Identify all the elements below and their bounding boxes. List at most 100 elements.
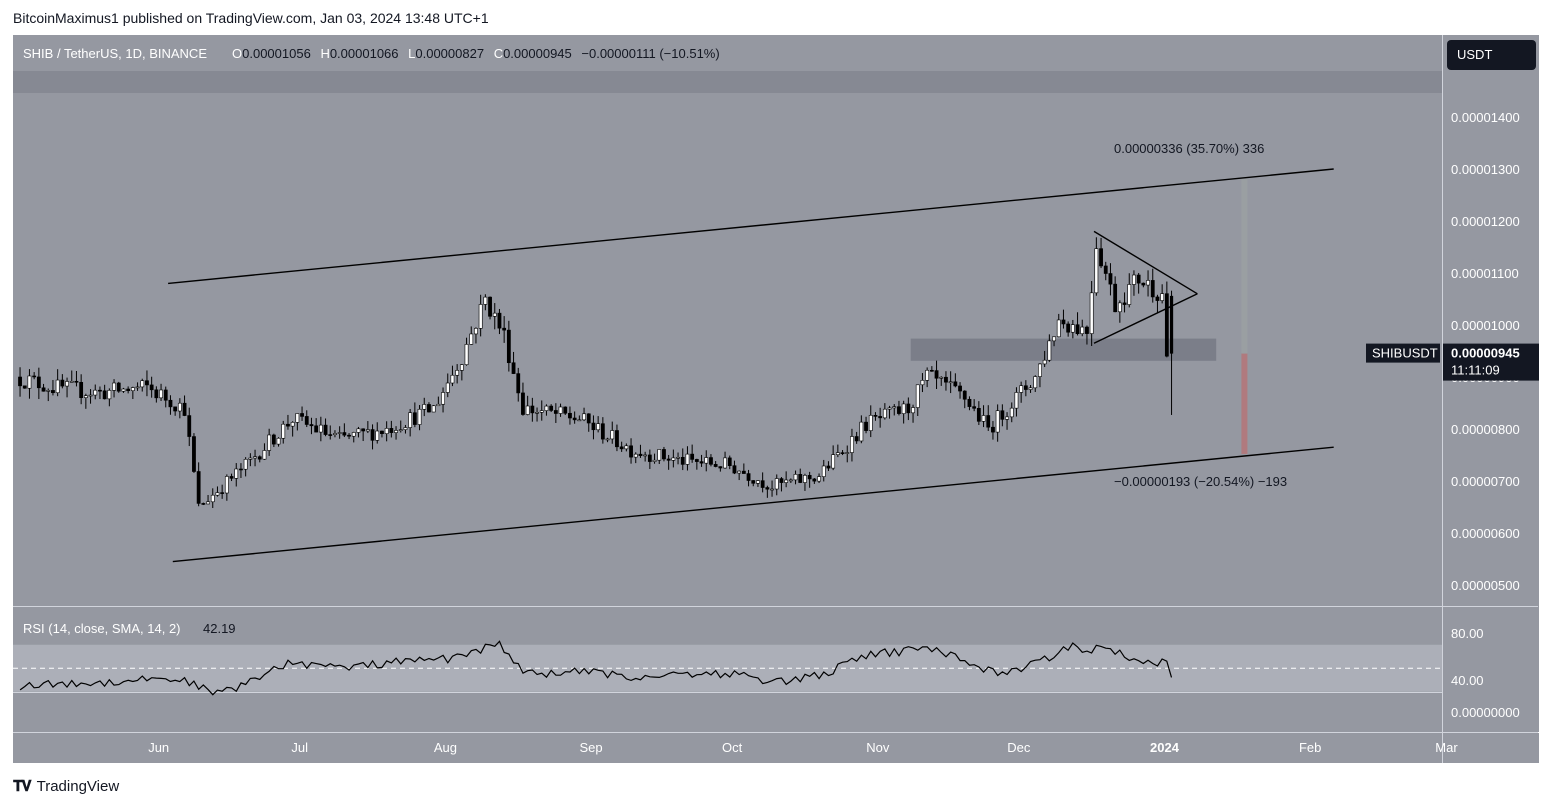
candle-body [826, 465, 831, 469]
candle-body [318, 424, 323, 433]
price-tick-label: 0.00001100 [1451, 266, 1519, 281]
candle-body [709, 457, 713, 465]
candle-body [906, 403, 911, 414]
candle-body [591, 422, 596, 431]
candle-body [878, 416, 883, 419]
legend-change: −0.00000111 (−10.51%) [581, 46, 719, 61]
candle-body [130, 387, 135, 392]
chart-axes: 0.00001400 0.00001300 0.00001200 0.00001100… [148, 110, 1539, 755]
candle-body [577, 419, 582, 422]
candle-body [821, 465, 826, 477]
candle-body [380, 430, 384, 434]
candle-body [215, 492, 220, 496]
candle-body [408, 412, 413, 428]
candle-body [619, 446, 624, 450]
candle-body [271, 434, 276, 445]
candle-body [206, 501, 210, 505]
last-price-label: 0.00000945 [1451, 346, 1520, 361]
measure-up-bar [1241, 178, 1248, 354]
rsi-tick-label: 80.00 [1451, 626, 1484, 641]
candle-body [1033, 376, 1038, 389]
candle-body [46, 390, 51, 392]
candle-body [995, 410, 1000, 433]
candle-body [765, 487, 770, 490]
legend-h-label: H [320, 46, 329, 61]
time-axis-bg [13, 733, 1442, 763]
candle-body [243, 459, 248, 470]
candle-body [276, 437, 281, 445]
bar-countdown: 11:11:09 [1451, 363, 1500, 378]
candle-body [126, 388, 131, 392]
candle-body [65, 381, 69, 387]
candle-body [737, 470, 742, 474]
candle-body [488, 296, 492, 317]
rsi-value: 42.19 [203, 621, 236, 636]
candle-body [145, 380, 149, 386]
candle-body [981, 415, 986, 422]
candle-body [727, 457, 732, 466]
candle-body [511, 362, 516, 374]
candle-body [328, 434, 333, 436]
candle-body [431, 405, 436, 413]
candle-body [803, 475, 807, 483]
candle-body [868, 415, 873, 431]
candle-body [455, 370, 460, 376]
candle-body [897, 406, 901, 414]
candle-body [323, 424, 328, 435]
candle-body [652, 459, 657, 462]
candle-body [516, 373, 521, 394]
candle-body [262, 450, 267, 460]
candle-body [741, 470, 746, 474]
candle-body [558, 406, 563, 414]
candle-body [1066, 323, 1071, 333]
triangle-upper-line [1093, 230, 1198, 295]
candle-body [610, 430, 615, 440]
candle-body [478, 304, 483, 329]
legend-o-label: O [232, 46, 242, 61]
candle-body [915, 384, 920, 408]
candle-body [502, 327, 507, 331]
time-tick-label: Jun [148, 740, 169, 755]
candle-body [464, 344, 469, 365]
legend-close: 0.00000945 [503, 46, 572, 61]
measure-up-label: 0.00000336 (35.70%) 336 [1114, 141, 1264, 156]
candle-body [746, 473, 751, 481]
candle-body [427, 404, 431, 413]
candle-body [102, 390, 107, 400]
candle-body [666, 458, 671, 461]
tradingview-logo[interactable]: 𝐓𝐕 TradingView [13, 778, 119, 795]
candle-body [69, 380, 74, 383]
price-tick-label: 0.00000500 [1451, 578, 1520, 593]
candle-body [925, 369, 930, 381]
candle-body [441, 392, 445, 405]
price-tick-label: 0.00000800 [1451, 422, 1520, 437]
candle-body [972, 406, 977, 409]
candle-body [864, 421, 868, 431]
candle-body [1117, 302, 1122, 313]
candle-body [633, 453, 638, 458]
candle-body [253, 456, 257, 459]
candle-body [474, 328, 478, 335]
candle-body [1099, 248, 1103, 267]
candle-body [140, 380, 145, 388]
candle-body [1009, 407, 1014, 418]
chart-background [13, 35, 1539, 763]
candle-body [756, 480, 760, 484]
candle-body [850, 436, 854, 453]
channel-upper-line [168, 168, 1334, 285]
candle-body [563, 406, 568, 414]
indicator-gap-bg [13, 692, 1442, 732]
candle-body [229, 476, 234, 479]
candle-body [1113, 283, 1118, 313]
candle-body [586, 413, 591, 424]
time-tick-label: Mar [1435, 740, 1458, 755]
candle-body [807, 475, 812, 480]
candle-body [55, 379, 60, 394]
candle-body [840, 452, 845, 454]
candle-body [582, 413, 586, 421]
currency-button[interactable]: USDT [1447, 40, 1536, 70]
candle-body [1052, 336, 1056, 342]
resistance-zone [910, 338, 1217, 361]
tradingview-mark-icon: 𝐓𝐕 [13, 778, 32, 795]
